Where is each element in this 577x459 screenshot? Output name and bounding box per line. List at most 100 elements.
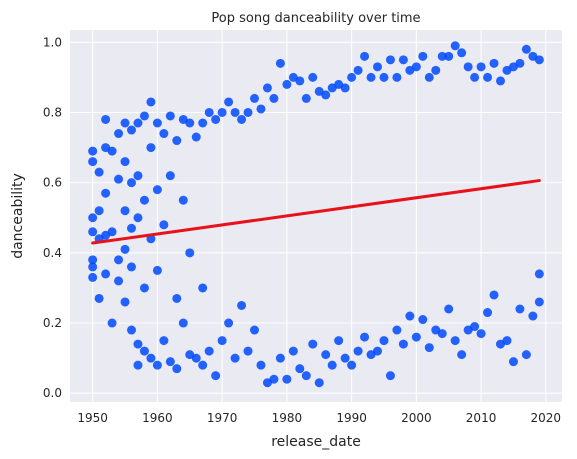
data-point [392,72,402,82]
x-tick-label: 1990 [336,411,367,425]
data-point [172,136,182,146]
data-point [489,290,499,300]
data-point [515,304,525,314]
data-point [133,360,143,370]
data-point [366,72,376,82]
y-tick-label: 1.0 [43,35,62,49]
data-point [437,51,447,61]
x-tick-label: 2010 [466,411,497,425]
data-point [275,58,285,68]
data-point [230,353,240,363]
data-point [146,97,156,107]
data-point [198,360,208,370]
data-point [120,206,130,216]
data-point [198,118,208,128]
data-point [295,364,305,374]
data-point [288,346,298,356]
data-point [152,360,162,370]
data-point [139,283,149,293]
data-point [230,107,240,117]
data-point [178,318,188,328]
grid-lines [70,30,562,402]
data-point [172,293,182,303]
data-point [114,255,124,265]
regression-line [91,179,541,245]
data-point [534,269,544,279]
data-point [340,83,350,93]
data-point [211,114,221,124]
data-point [515,58,525,68]
data-point [418,51,428,61]
data-point [139,111,149,121]
data-point [314,378,324,388]
data-point [204,107,214,117]
data-point [275,353,285,363]
data-point [360,51,370,61]
data-point [353,65,363,75]
data-point [127,178,136,188]
data-point [398,55,408,65]
data-point [217,107,227,117]
data-point [146,143,156,153]
data-point [534,55,544,65]
data-point [243,107,253,117]
data-point [224,97,234,107]
data-point [152,118,162,128]
data-point [301,93,311,103]
y-tick-label: 0.4 [43,246,62,260]
data-point [120,297,130,307]
data-point [178,195,188,205]
data-point [94,293,104,303]
data-point [385,55,395,65]
data-point [107,146,117,156]
data-point [373,346,382,356]
data-point [224,318,234,328]
data-point [120,118,130,128]
data-point [152,185,162,195]
data-point [379,336,389,346]
data-point [139,346,149,356]
data-point [418,315,428,325]
data-point [120,157,130,167]
data-point [437,329,447,339]
data-point [379,72,389,82]
chart-title: Pop song danceability over time [211,11,420,26]
data-point [133,118,143,128]
data-point [88,255,98,265]
data-point [165,171,175,181]
data-point [282,79,292,89]
data-point [444,51,454,61]
y-tick-label: 0.6 [43,176,62,190]
y-axis-ticks: 0.0 0.2 0.4 0.6 0.8 1.0 [43,35,62,400]
data-point [528,311,538,321]
data-point [262,83,272,93]
data-point [185,248,195,258]
data-point [139,195,149,205]
y-tick-label: 0.2 [43,316,62,330]
data-point [483,308,493,318]
data-point [470,72,480,82]
data-point [88,227,98,237]
data-point [411,62,421,72]
data-point [211,371,221,381]
data-point [476,329,486,339]
data-point [301,371,311,381]
data-point [392,325,402,335]
data-point [159,220,169,230]
data-point [308,339,318,349]
data-point [496,76,505,86]
data-point [198,283,208,293]
data-point [489,58,499,68]
data-point [521,44,531,54]
data-point [159,336,169,346]
x-tick-label: 1950 [77,411,108,425]
data-point [457,48,467,58]
data-point [321,350,331,360]
data-point [444,304,454,314]
data-point [521,350,531,360]
data-point [101,269,111,279]
data-point [385,371,395,381]
data-point [508,357,518,367]
data-point [204,346,214,356]
